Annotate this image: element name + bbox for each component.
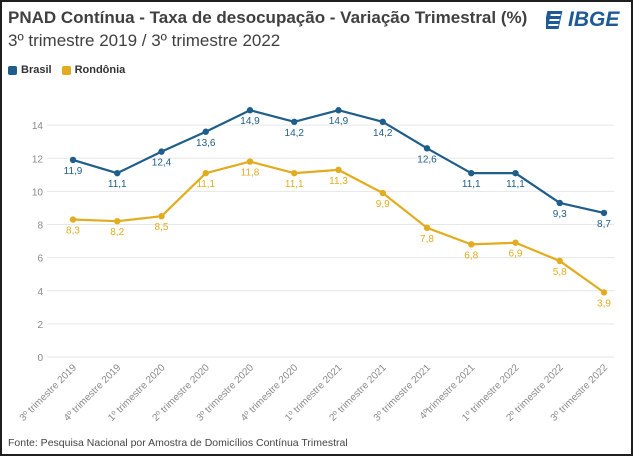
data-point-brasil [423,145,431,152]
data-point-brasil [114,169,121,177]
data-point-rondonia [291,169,298,177]
data-point-brasil [556,199,563,207]
data-point-brasil [246,107,254,114]
data-label-rondonia: 6,8 [464,250,478,261]
legend-item-rondonia[interactable]: Rondônia [61,64,126,76]
data-point-rondonia [335,166,342,174]
data-label-brasil: 14,2 [373,128,393,139]
y-tick-label: 14 [32,121,44,132]
data-label-brasil: 11,9 [64,166,83,177]
data-label-brasil: 11,1 [108,179,127,190]
data-label-brasil: 11,1 [506,179,525,190]
data-label-rondonia: 9,9 [376,199,390,210]
data-label-rondonia: 5,8 [553,267,567,278]
data-label-rondonia: 11,1 [196,179,215,190]
data-label-rondonia: 3,9 [597,298,611,309]
data-point-brasil [512,169,519,177]
data-point-rondonia [114,217,121,225]
y-tick-label: 8 [37,221,43,232]
data-point-brasil [158,148,165,155]
data-label-brasil: 9,3 [553,209,567,220]
data-label-brasil: 14,9 [240,116,260,127]
data-point-rondonia [423,224,431,232]
data-label-brasil: 12,4 [152,158,172,169]
data-label-brasil: 14,2 [285,128,305,139]
data-point-brasil [600,209,608,217]
data-label-rondonia: 7,8 [420,234,434,245]
data-point-brasil [202,128,209,135]
y-tick-label: 2 [37,320,43,331]
legend-item-brasil[interactable]: Brasil [8,64,52,76]
data-label-brasil: 8,7 [597,219,611,230]
legend-label-rondonia: Rondônia [74,64,126,76]
data-label-rondonia: 8,3 [66,226,80,237]
legend-swatch-brasil [8,65,17,75]
data-label-brasil: 12,6 [417,154,437,165]
data-label-brasil: 11,1 [462,179,481,190]
data-point-brasil [69,156,77,164]
data-point-brasil [291,118,298,126]
data-point-rondonia [202,169,209,177]
data-label-rondonia: 11,8 [241,168,260,179]
data-point-rondonia [556,257,563,265]
data-point-rondonia [158,213,165,220]
ibge-logo-mark-icon [543,11,563,29]
y-tick-label: 4 [37,287,43,298]
data-point-rondonia [69,216,77,223]
data-point-rondonia [512,239,519,246]
data-label-rondonia: 8,5 [155,222,169,233]
legend-swatch-rondonia [61,65,71,75]
y-tick-label: 10 [32,187,44,198]
ibge-logo: IBGE [543,8,628,40]
y-tick-label: 12 [32,154,44,165]
data-point-rondonia [379,189,386,197]
source-note: Fonte: Pesquisa Nacional por Amostra de … [8,437,348,449]
chart-subtitle: 3º trimestre 2019 / 3º trimestre 2022 [8,31,281,50]
data-point-brasil [335,107,342,114]
chart-title: PNAD Contínua - Taxa de desocupação - Va… [8,8,528,27]
data-label-brasil: 14,9 [329,116,349,127]
data-point-brasil [379,118,386,126]
data-label-rondonia: 11,1 [285,179,304,190]
data-point-rondonia [468,241,475,248]
y-tick-label: 0 [37,353,43,364]
y-tick-label: 6 [37,254,43,265]
data-label-rondonia: 11,3 [329,176,348,187]
data-label-rondonia: 8,2 [110,227,124,238]
ibge-logo-wordmark: IBGE [568,8,620,31]
data-point-rondonia [246,158,254,165]
data-label-rondonia: 6,9 [509,249,523,260]
chart-legend: Brasil Rondônia [8,64,125,76]
data-point-brasil [468,169,475,177]
legend-label-brasil: Brasil [21,64,52,76]
data-point-rondonia [600,289,608,296]
data-label-brasil: 13,6 [196,138,216,149]
